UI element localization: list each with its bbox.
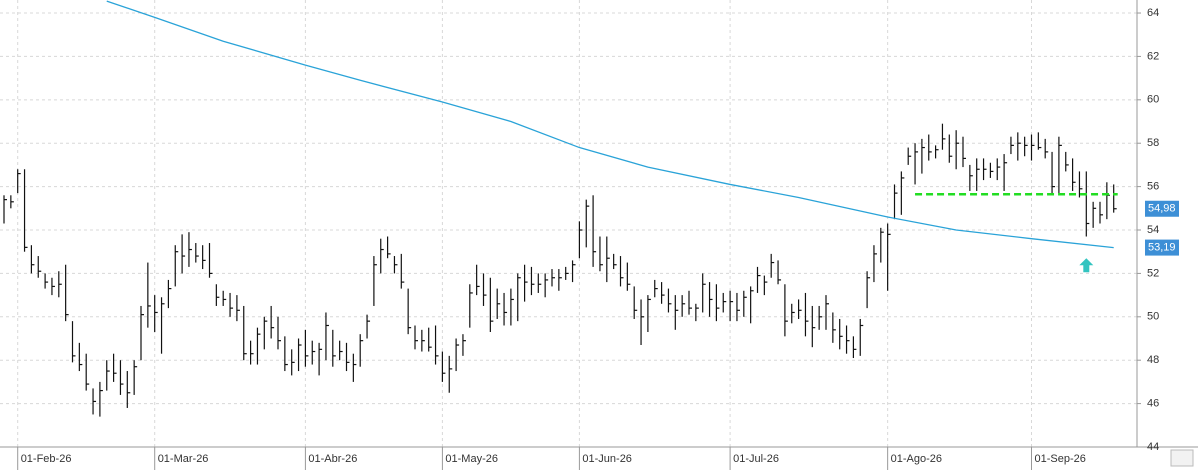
y-tick-label: 64	[1147, 7, 1159, 19]
x-tick-label: 01-May-26	[445, 453, 498, 465]
price-label: 53,19	[1148, 241, 1176, 253]
y-tick-label: 52	[1147, 267, 1159, 279]
y-tick-label: 58	[1147, 137, 1159, 149]
x-tick-label: 01-Feb-26	[21, 453, 72, 465]
price-label: 54,98	[1148, 203, 1176, 215]
plot	[3, 0, 1118, 417]
x-tick-label: 01-Jun-26	[582, 453, 632, 465]
corner-button[interactable]	[1170, 449, 1194, 467]
y-tick-label: 44	[1147, 441, 1159, 453]
signal-arrow	[1079, 258, 1094, 273]
y-tick-label: 62	[1147, 50, 1159, 62]
axis-labels: 44 46 48 50 52 54 56 58 60 62 64 01-Feb-26 01-Mar-26…	[17, 7, 1179, 470]
x-tick-label: 01-Ago-26	[891, 453, 942, 465]
moving-average	[106, 0, 1114, 249]
y-tick-label: 60	[1147, 94, 1159, 106]
y-tick-label: 54	[1147, 224, 1159, 236]
y-tick-label: 46	[1147, 398, 1159, 410]
y-tick-label: 56	[1147, 181, 1159, 193]
x-tick-label: 01-Sep-26	[1035, 453, 1086, 465]
x-tick-label: 01-Jul-26	[733, 453, 779, 465]
x-tick-label: 01-Mar-26	[158, 453, 209, 465]
price-label-box	[1145, 200, 1179, 217]
x-tick-label: 01-Abr-26	[308, 453, 357, 465]
price-label-box	[1145, 239, 1179, 256]
y-tick-label: 48	[1147, 354, 1159, 366]
y-tick-label: 50	[1147, 311, 1159, 323]
